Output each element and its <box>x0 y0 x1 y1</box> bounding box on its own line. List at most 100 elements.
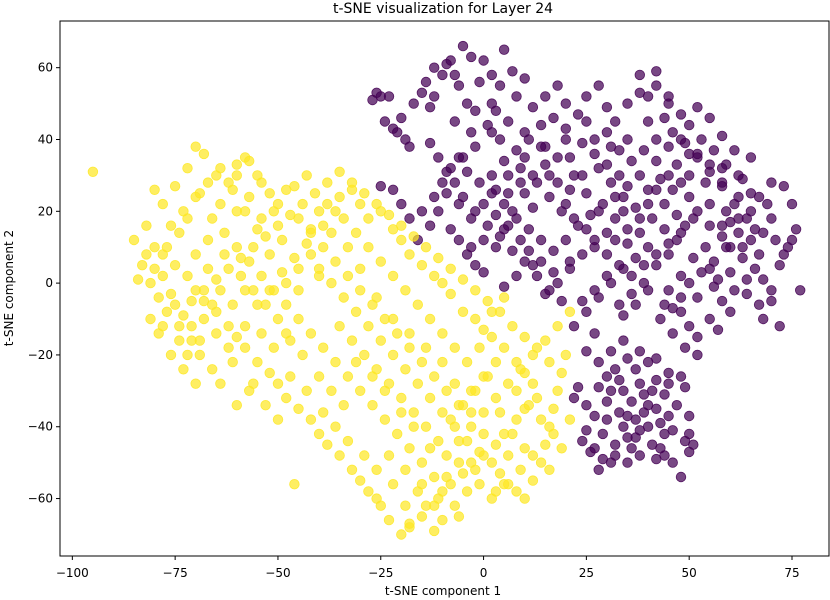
scatter-point <box>684 410 695 422</box>
scatter-point <box>585 209 596 221</box>
scatter-point <box>552 321 563 332</box>
scatter-point <box>457 40 469 52</box>
x-tick-label: 0 <box>480 566 488 580</box>
scatter-point <box>371 493 382 504</box>
scatter-point <box>416 87 428 99</box>
scatter-point <box>470 385 481 397</box>
scatter-point <box>659 198 670 210</box>
scatter-point <box>527 349 539 361</box>
scatter-point <box>466 241 477 253</box>
scatter-point <box>667 328 678 339</box>
scatter-point <box>704 263 715 275</box>
scatter-point <box>535 234 547 246</box>
scatter-point <box>544 464 555 476</box>
scatter-point <box>466 407 477 418</box>
scatter-point <box>774 260 785 271</box>
scatter-point <box>326 385 337 397</box>
scatter-point <box>420 500 432 511</box>
scatter-point <box>342 241 354 253</box>
scatter-point <box>618 191 629 203</box>
scatter-point <box>704 198 715 210</box>
scatter-point <box>519 493 530 504</box>
scatter-point <box>445 55 456 66</box>
scatter-point <box>433 206 444 217</box>
scatter-point <box>227 299 238 310</box>
scatter-point <box>149 184 160 196</box>
scatter-point <box>610 213 621 224</box>
scatter-point <box>749 224 761 235</box>
scatter-point <box>478 324 489 336</box>
scatter-point <box>675 292 687 303</box>
scatter-point <box>355 475 366 486</box>
scatter-point <box>264 367 275 379</box>
scatter-point <box>194 349 206 361</box>
scatter-point <box>737 241 748 253</box>
scatter-point <box>313 428 325 440</box>
scatter-point <box>490 209 502 221</box>
scatter-point <box>581 91 592 102</box>
scatter-point <box>729 145 740 156</box>
scatter-point <box>182 162 193 174</box>
scatter-point <box>663 238 674 249</box>
scatter-point <box>503 220 514 231</box>
scatter-point <box>330 421 341 432</box>
scatter-point <box>675 270 687 282</box>
scatter-point <box>424 137 436 149</box>
scatter-point <box>424 313 436 325</box>
x-tick-label: 75 <box>784 566 799 580</box>
scatter-point <box>581 346 592 357</box>
scatter-point <box>174 227 185 239</box>
scatter-point <box>461 356 473 368</box>
scatter-point <box>371 292 382 303</box>
scatter-point <box>461 166 473 178</box>
scatter-point <box>396 112 407 124</box>
scatter-point <box>313 371 325 382</box>
scatter-point <box>461 98 473 109</box>
scatter-point <box>601 101 613 113</box>
scatter-point <box>198 285 210 296</box>
scatter-point <box>535 457 547 468</box>
scatter-point <box>552 177 563 188</box>
scatter-point <box>626 443 637 454</box>
scatter-point <box>548 428 559 440</box>
scatter-point <box>330 256 341 267</box>
scatter-point <box>597 198 609 210</box>
scatter-point <box>87 166 99 178</box>
scatter-point <box>383 514 395 526</box>
scatter-point <box>157 270 169 282</box>
scatter-point <box>470 313 481 325</box>
scatter-point <box>387 313 399 325</box>
scatter-point <box>503 378 514 389</box>
scatter-point <box>667 303 678 314</box>
scatter-point <box>498 281 510 292</box>
scatter-point <box>605 277 617 289</box>
scatter-point <box>659 112 670 124</box>
scatter-point <box>293 403 304 415</box>
scatter-point <box>564 184 576 196</box>
scatter-point <box>404 141 415 152</box>
scatter-point <box>363 241 374 253</box>
scatter-point <box>601 249 613 260</box>
scatter-point <box>429 471 440 483</box>
scatter-point <box>634 450 646 461</box>
scatter-point <box>581 425 592 436</box>
scatter-point <box>268 342 280 353</box>
scatter-point <box>416 457 428 468</box>
scatter-point <box>387 184 399 196</box>
scatter-point <box>272 313 284 325</box>
scatter-point <box>235 270 247 282</box>
scatter-point <box>350 356 362 368</box>
scatter-point <box>264 249 275 260</box>
scatter-point <box>540 91 551 102</box>
scatter-point <box>745 152 757 163</box>
scatter-point <box>494 80 506 91</box>
scatter-point <box>305 227 317 239</box>
scatter-point <box>198 148 210 160</box>
scatter-point <box>211 328 222 339</box>
scatter-point <box>453 234 465 246</box>
scatter-point <box>593 464 604 476</box>
scatter-point <box>400 364 411 375</box>
scatter-point <box>371 198 382 210</box>
scatter-point <box>437 277 448 289</box>
